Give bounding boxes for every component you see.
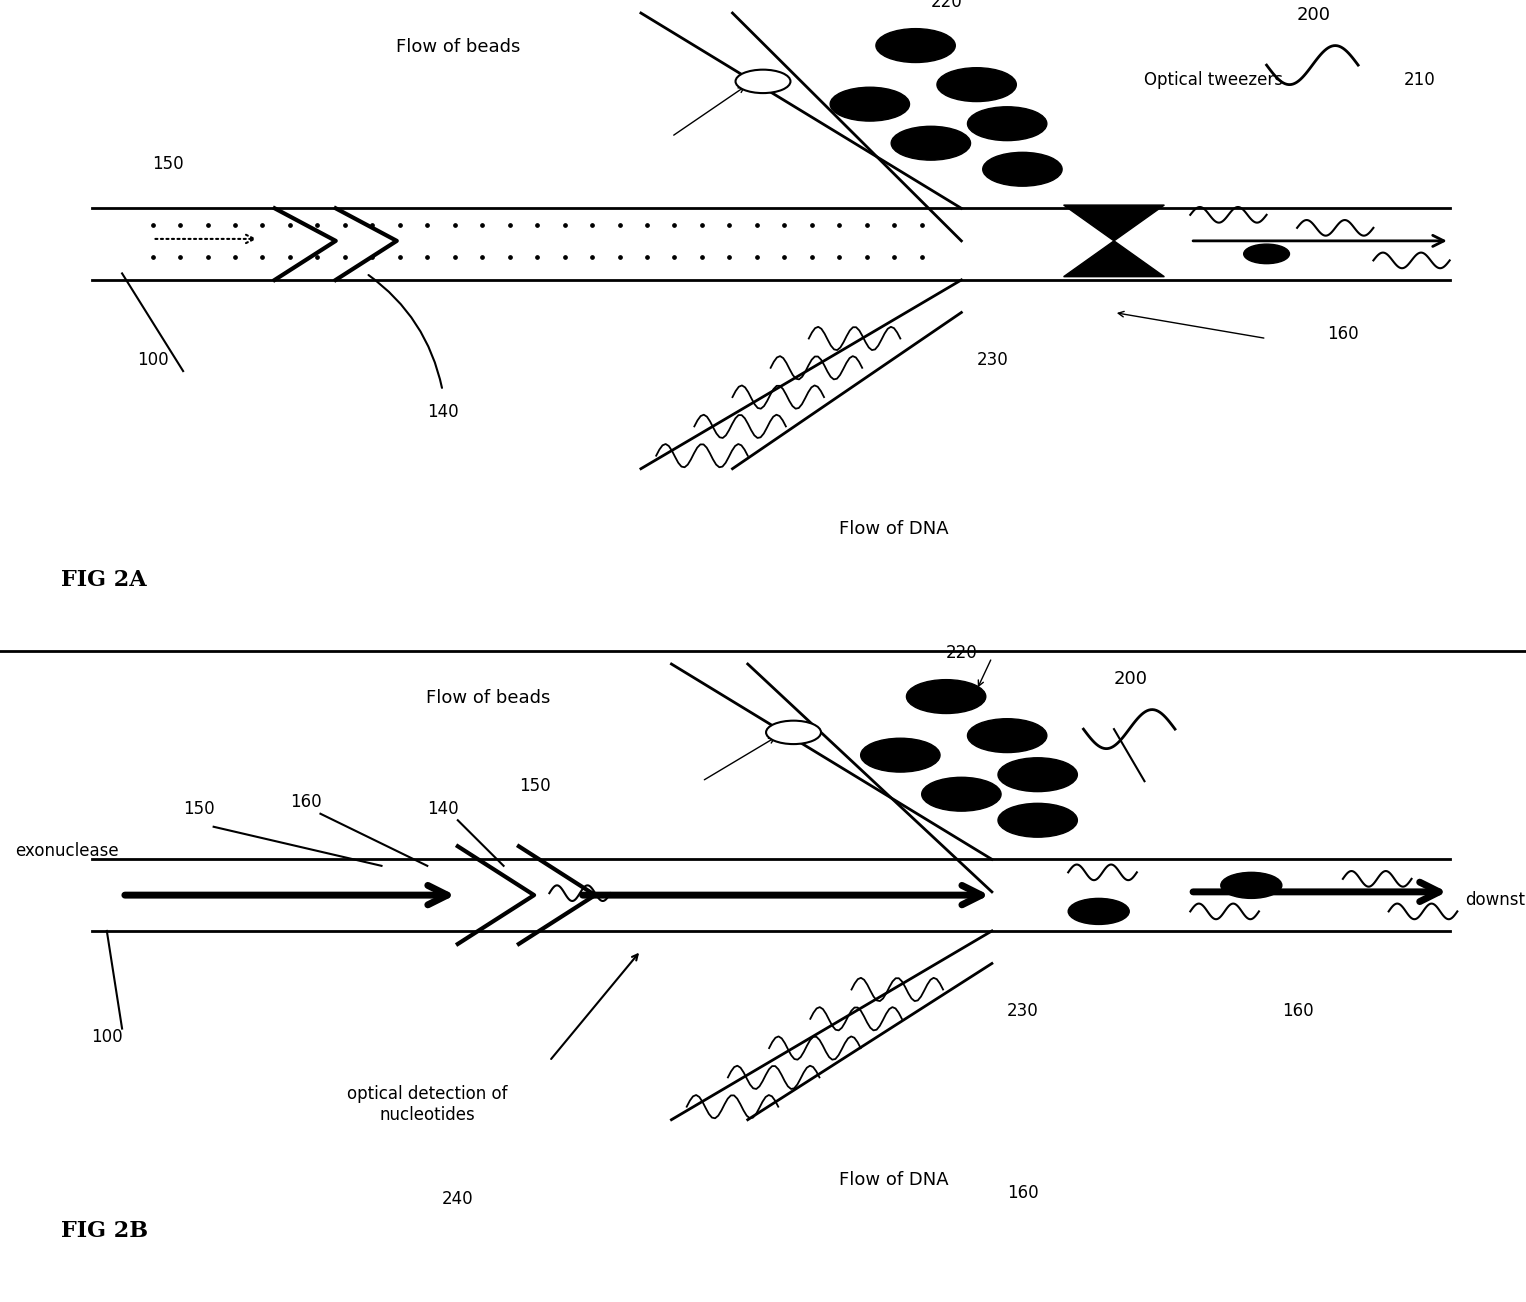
Text: Optical tweezers: Optical tweezers [1144,70,1283,89]
Text: Flow of beads: Flow of beads [395,38,520,56]
Text: 220: 220 [946,643,978,661]
Text: 150: 150 [183,799,215,818]
Text: 150: 150 [519,777,551,796]
Circle shape [1068,898,1129,924]
Text: Flow of DNA: Flow of DNA [839,1170,949,1189]
Circle shape [967,107,1047,141]
Polygon shape [1064,241,1164,276]
Text: 160: 160 [290,793,322,811]
Circle shape [998,803,1077,837]
Circle shape [876,29,955,62]
Circle shape [766,721,821,743]
Text: 200: 200 [1114,669,1148,687]
Text: 210: 210 [1404,70,1436,89]
Circle shape [830,87,909,121]
Text: 230: 230 [977,350,1009,368]
Text: exonuclease: exonuclease [15,842,119,861]
Text: 230: 230 [1007,1001,1039,1019]
Text: 160: 160 [1282,1001,1314,1019]
Circle shape [983,152,1062,186]
Circle shape [937,68,1016,102]
Text: Flow of DNA: Flow of DNA [839,519,949,538]
Text: 240: 240 [443,1190,473,1208]
Text: FIG 2B: FIG 2B [61,1220,148,1242]
Text: optical detection of
nucleotides: optical detection of nucleotides [346,1085,508,1124]
Circle shape [1221,872,1282,898]
Circle shape [891,126,971,160]
Circle shape [906,680,986,713]
Text: 140: 140 [427,799,459,818]
Text: Flow of beads: Flow of beads [426,689,551,707]
Circle shape [1244,243,1289,263]
Circle shape [967,719,1047,753]
Circle shape [998,758,1077,792]
Text: 220: 220 [931,0,963,10]
Text: FIG 2A: FIG 2A [61,569,146,591]
Text: 100: 100 [137,350,169,368]
Circle shape [861,738,940,772]
Text: 140: 140 [427,402,459,421]
Polygon shape [1064,206,1164,241]
Text: 150: 150 [153,155,185,173]
Text: 200: 200 [1297,5,1331,23]
Text: downstream: downstream [1465,891,1526,909]
Text: 100: 100 [92,1027,124,1046]
Circle shape [922,777,1001,811]
Circle shape [736,69,790,94]
Text: 160: 160 [1007,1184,1039,1202]
Text: 160: 160 [1328,324,1360,342]
